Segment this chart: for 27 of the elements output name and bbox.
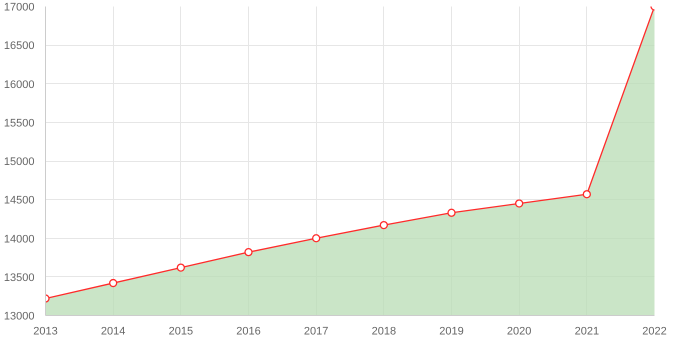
point [582,190,591,198]
point [312,234,320,242]
y-tick-label: 15000 [4,156,35,168]
x-tick-label: 2020 [506,326,532,337]
x-tick-label: 2016 [236,326,261,337]
point [515,199,524,208]
x-tick-label: 2014 [100,326,126,337]
point [109,278,118,288]
x-tick-label: 2019 [439,326,464,337]
point [176,263,185,272]
x-tick-label: 2018 [372,326,396,337]
point [244,248,253,256]
y-tick-label: 13000 [4,310,35,322]
point [380,220,388,230]
y-tick-label: 16000 [4,78,35,91]
x-tick-label: 2015 [168,326,194,337]
x-tick-label: 2021 [574,326,600,337]
y-tick-label: 14000 [4,233,35,246]
y-tick-label: 14500 [4,194,35,207]
x-tick-label: 2013 [33,326,58,337]
y-tick-label: 17000 [4,2,35,14]
y-tick-label: 13500 [4,272,35,284]
y-tick-label: 15500 [4,117,35,130]
x-tick-label: 2022 [642,326,667,337]
x-tick-label: 2017 [304,326,328,337]
point [447,208,456,217]
y-tick-label: 16500 [4,40,35,52]
